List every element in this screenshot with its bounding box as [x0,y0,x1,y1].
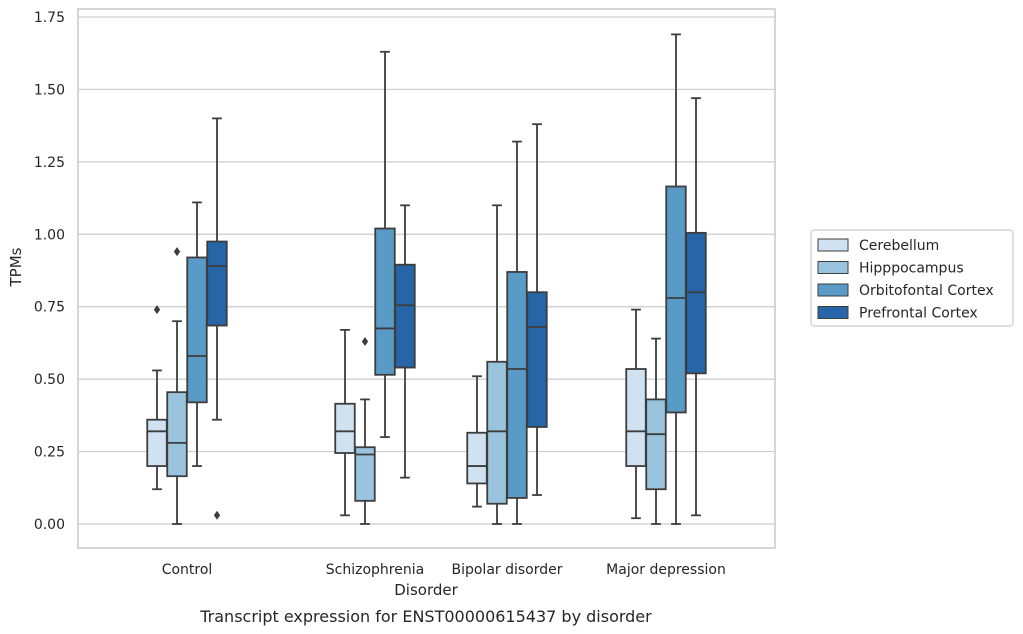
legend-swatch [817,283,849,297]
y-tick-label: 0.50 [34,372,65,388]
box-body [526,291,548,428]
legend: Cerebellum Hipppocampus Orbitofontal Corte… [810,229,1014,327]
y-tick-label: 1.00 [34,227,65,243]
legend-swatch [817,238,849,252]
box-cerebellum [466,375,488,508]
box-body [685,231,707,375]
outlier-point [173,247,181,257]
x-axis-label: Disorder [394,581,458,599]
box-body [166,391,188,478]
outlier-point [153,305,161,315]
box-body [186,256,208,404]
legend-swatch [817,261,849,274]
axes-frame [77,8,776,549]
box-prefrontal-cortex [526,123,548,496]
box-body [645,398,667,491]
y-tick-label: 1.25 [34,155,65,171]
plot-area [146,33,707,525]
x-tick-labels: Control Schizophrenia Bipolar disorder Majo… [162,562,726,578]
box-prefrontal-cortex [685,97,707,517]
box-hipppocampus [166,247,188,525]
x-tick-label: Control [162,562,213,578]
box-cerebellum [334,328,356,517]
box-hipppocampus [486,204,508,525]
box-body [625,368,647,467]
box-orbitofontal-cortex [186,201,208,467]
box-orbitofontal-cortex [506,140,528,525]
y-tick-label: 0.25 [34,445,65,461]
box-body [466,431,488,485]
y-tick-label: 0.75 [34,300,65,316]
box-body [146,418,168,467]
legend-frame [810,229,1014,327]
legend-label: Cerebellum [859,238,939,254]
box-body [486,360,508,505]
y-tick-labels: 0.00 0.25 0.50 0.75 1.00 1.25 1.50 1.75 [34,10,65,533]
x-tick-label: Bipolar disorder [451,562,562,578]
legend-label: Orbitofontal Cortex [859,283,994,299]
x-tick-label: Schizophrenia [326,562,424,578]
outlier-point [213,510,221,520]
box-cerebellum [146,305,168,491]
chart-caption: Transcript expression for ENST0000061543… [199,607,652,626]
box-hipppocampus [645,337,667,525]
legend-label: Hipppocampus [859,261,964,277]
box-body [374,227,396,376]
y-tick-label: 0.00 [34,517,65,533]
box-hipppocampus [354,336,376,525]
box-body [206,240,228,327]
box-cerebellum [625,308,647,520]
box-prefrontal-cortex [206,117,228,520]
outlier-point [361,336,369,346]
box-body [394,263,416,369]
box-body [665,185,687,414]
box-orbitofontal-cortex [665,33,687,525]
y-axis-label: TPMs [7,247,25,287]
y-tick-label: 1.75 [34,10,65,26]
box-body [506,271,528,499]
legend-label: Prefrontal Cortex [859,306,978,322]
box-body [354,446,376,502]
box-prefrontal-cortex [394,204,416,479]
y-tick-label: 1.50 [34,82,65,98]
x-tick-label: Major depression [606,562,726,578]
legend-swatch [817,306,849,319]
box-body [334,402,356,454]
